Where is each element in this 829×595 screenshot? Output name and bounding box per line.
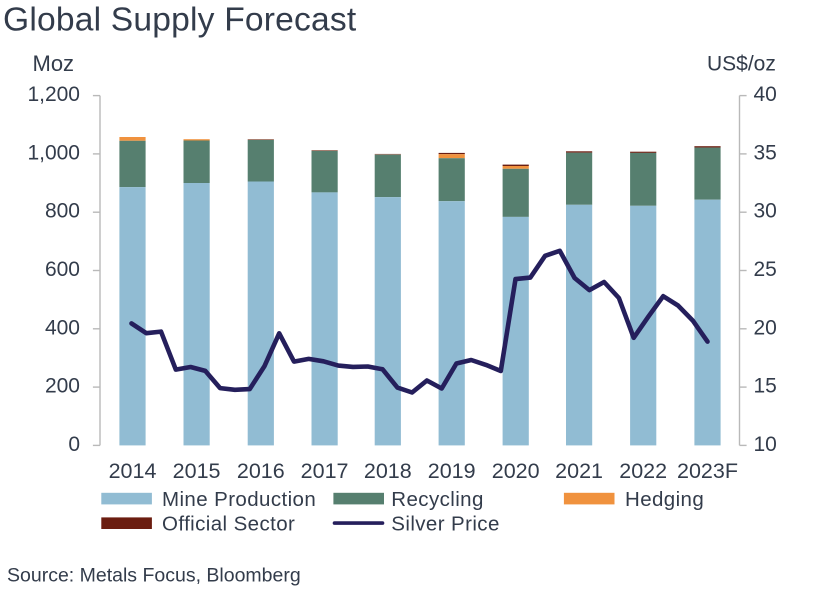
svg-text:0: 0 xyxy=(68,433,80,456)
svg-text:400: 400 xyxy=(45,316,80,339)
svg-text:Hedging: Hedging xyxy=(625,488,704,511)
svg-text:30: 30 xyxy=(754,200,777,223)
svg-text:20: 20 xyxy=(754,316,777,339)
svg-text:Official Sector: Official Sector xyxy=(162,512,295,535)
svg-text:Moz: Moz xyxy=(33,51,75,76)
svg-text:Mine Production: Mine Production xyxy=(162,488,316,511)
svg-text:2015: 2015 xyxy=(173,459,221,483)
svg-text:US$/oz: US$/oz xyxy=(707,53,776,76)
svg-text:Recycling: Recycling xyxy=(391,488,483,511)
svg-text:2021: 2021 xyxy=(555,459,603,483)
svg-text:2023F: 2023F xyxy=(677,459,738,483)
svg-text:2022: 2022 xyxy=(619,459,667,483)
svg-text:40: 40 xyxy=(754,83,777,106)
svg-text:200: 200 xyxy=(45,375,80,398)
svg-text:15: 15 xyxy=(754,375,777,398)
svg-text:Source: Metals Focus, Bloomber: Source: Metals Focus, Bloomberg xyxy=(7,564,301,586)
svg-text:Silver Price: Silver Price xyxy=(391,512,499,535)
svg-text:2016: 2016 xyxy=(237,459,285,483)
svg-text:1,200: 1,200 xyxy=(27,83,80,106)
svg-text:600: 600 xyxy=(45,258,80,281)
svg-text:25: 25 xyxy=(754,258,777,281)
svg-text:10: 10 xyxy=(754,433,777,456)
svg-text:1,000: 1,000 xyxy=(27,141,80,164)
svg-text:2014: 2014 xyxy=(109,459,157,483)
svg-text:Global Supply Forecast: Global Supply Forecast xyxy=(3,1,357,38)
svg-text:2017: 2017 xyxy=(301,459,349,483)
svg-text:2019: 2019 xyxy=(428,459,476,483)
svg-text:2018: 2018 xyxy=(364,459,412,483)
svg-text:800: 800 xyxy=(45,200,80,223)
svg-text:35: 35 xyxy=(754,141,777,164)
svg-text:2020: 2020 xyxy=(492,459,540,483)
